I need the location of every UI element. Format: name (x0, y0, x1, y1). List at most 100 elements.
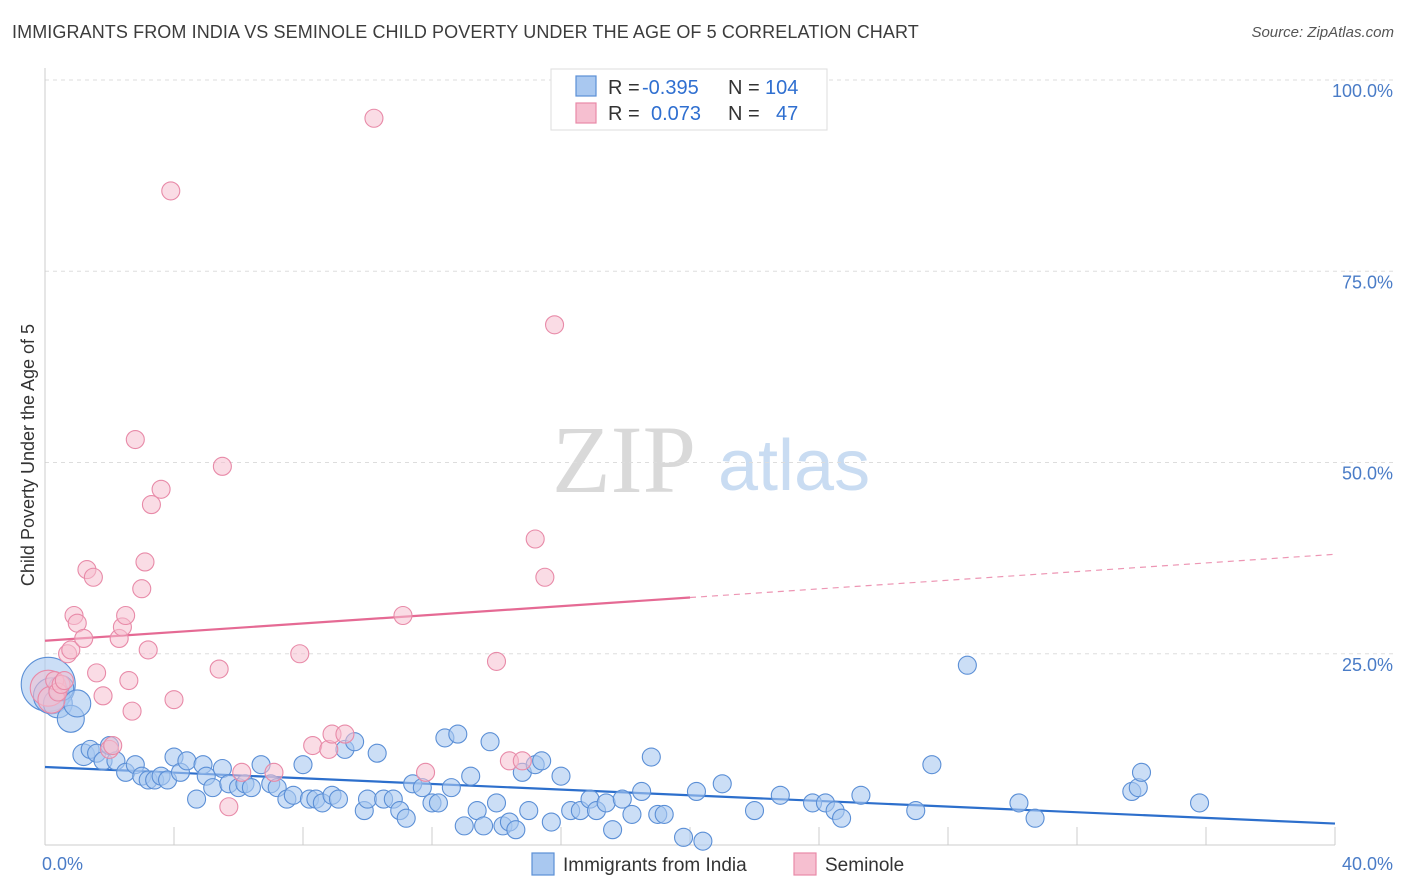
point-seminole (415, 762, 436, 782)
point-india (293, 755, 313, 775)
point-india (486, 793, 507, 813)
stats-legend-swatch-india (575, 75, 597, 97)
point-india (357, 789, 378, 809)
point-india (922, 755, 942, 775)
stats-legend-r-value-seminole: 0.073 (651, 103, 701, 125)
point-india (603, 820, 623, 840)
point-india (654, 804, 674, 824)
point-india (474, 816, 494, 836)
point-india (203, 778, 223, 798)
point-seminole (151, 479, 171, 499)
series-legend-swatch-india (531, 852, 555, 876)
point-india (177, 751, 197, 771)
point-india (506, 820, 526, 840)
x-tick-label: 0.0% (42, 854, 83, 874)
point-seminole (164, 690, 184, 710)
point-india (480, 732, 500, 752)
point-india (441, 778, 461, 798)
point-seminole (232, 762, 252, 782)
stats-legend-r-value-india: -0.395 (642, 77, 699, 99)
point-seminole (135, 552, 155, 572)
point-india (428, 793, 449, 813)
point-india (519, 801, 539, 821)
x-tick-label: 40.0% (1342, 854, 1393, 874)
point-seminole (132, 579, 152, 599)
point-india (541, 812, 561, 832)
point-seminole (87, 663, 107, 683)
point-seminole (138, 640, 158, 660)
point-seminole (525, 529, 545, 549)
point-india (461, 766, 481, 786)
point-india (283, 785, 303, 805)
series-legend-label-seminole: Seminole (825, 855, 904, 876)
point-india (367, 743, 387, 763)
y-tick-label: 75.0% (1342, 272, 1393, 292)
point-india (454, 816, 474, 836)
point-india (906, 801, 926, 821)
point-seminole (122, 701, 142, 721)
point-india (532, 751, 552, 771)
point-seminole (264, 762, 284, 782)
point-india (686, 781, 707, 802)
point-seminole (219, 797, 239, 817)
point-seminole (125, 429, 145, 450)
stats-legend: R = -0.395 N = 104 R = 0.073 N = 47 (550, 68, 828, 131)
scatter-points (20, 108, 1210, 851)
point-india (612, 789, 632, 809)
y-tick-label: 25.0% (1342, 655, 1393, 675)
point-india (770, 785, 790, 805)
point-seminole (54, 670, 74, 691)
trend-line-seminole (44, 596, 691, 642)
point-seminole (209, 659, 229, 679)
y-axis-title: Child Poverty Under the Age of 5 (18, 324, 38, 586)
point-india (328, 789, 349, 809)
y-tick-label: 100.0% (1332, 81, 1393, 101)
series-legend: Immigrants from India Seminole (531, 852, 904, 876)
point-india (712, 774, 732, 794)
point-india (832, 808, 852, 828)
point-seminole (61, 640, 81, 660)
point-india (241, 778, 261, 798)
point-india (1131, 762, 1152, 782)
stats-legend-n-label-seminole: N = (728, 103, 760, 125)
point-seminole (393, 605, 413, 626)
point-seminole (116, 605, 136, 626)
point-india (1190, 793, 1210, 813)
stats-legend-box (550, 68, 828, 131)
point-india (957, 655, 977, 675)
point-india (622, 804, 642, 824)
watermark-atlas: atlas (718, 426, 870, 506)
point-india (632, 781, 652, 802)
point-india (641, 747, 661, 767)
point-seminole (303, 735, 323, 756)
point-seminole (290, 644, 310, 664)
point-seminole (103, 735, 123, 756)
point-seminole (119, 670, 139, 691)
point-india (744, 801, 765, 821)
point-india (1025, 808, 1045, 828)
chart-title: IMMIGRANTS FROM INDIA VS SEMINOLE CHILD … (12, 22, 919, 42)
series-legend-swatch-seminole (793, 852, 817, 876)
stats-legend-n-value-seminole: 47 (776, 103, 798, 125)
stats-legend-n-label-india: N = (728, 77, 760, 99)
point-seminole (93, 686, 113, 706)
point-seminole (364, 108, 384, 128)
point-india (851, 785, 871, 805)
y-tick-label: 50.0% (1342, 464, 1393, 484)
stats-legend-r-label-seminole: R = (608, 103, 640, 125)
point-seminole (212, 456, 232, 476)
stats-legend-swatch-seminole (575, 102, 597, 124)
point-india (63, 689, 92, 718)
axes: 25.0% 50.0% 75.0% 100.0% 0.0% 40.0% (42, 68, 1393, 874)
point-seminole (512, 751, 532, 771)
point-india (673, 827, 694, 847)
point-india (187, 789, 207, 809)
stats-legend-n-value-india: 104 (765, 77, 798, 99)
point-india (1009, 793, 1029, 813)
point-seminole (74, 628, 94, 649)
series-legend-label-india: Immigrants from India (563, 855, 747, 876)
gridlines (45, 79, 1395, 655)
point-seminole (83, 567, 103, 587)
point-india (693, 831, 713, 851)
